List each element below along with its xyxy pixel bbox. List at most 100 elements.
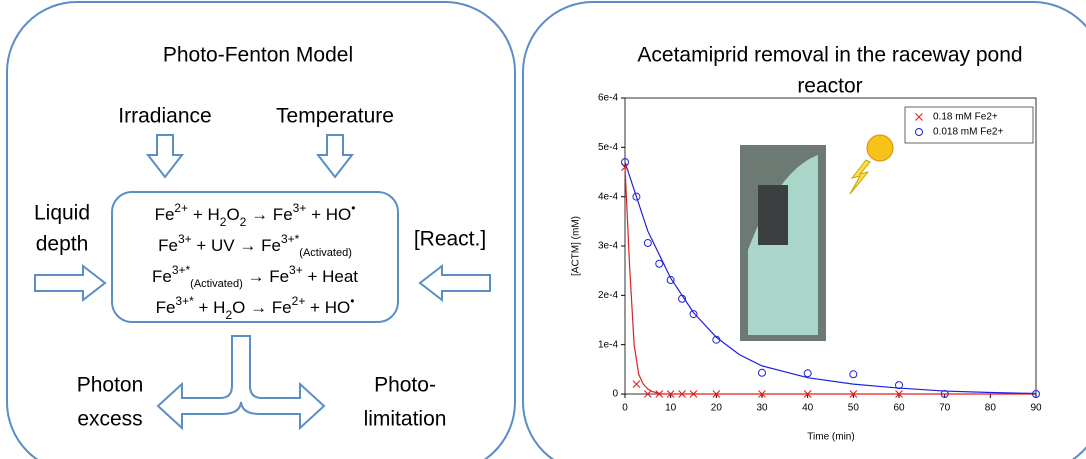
equation-text: + UV → Fe [192,236,281,255]
marker [632,380,641,389]
arrow-right [34,263,107,303]
equation-text: → Fe [243,267,289,286]
marker [803,390,812,398]
equation: Fe3+* + H2O → Fe2+ + HO• [156,294,355,322]
equation: Fe3+*(Activated) → Fe3+ + Heat [152,263,358,290]
input-label: [React.] [414,228,486,251]
equation-sup: • [350,294,354,308]
right-panel [522,1,1086,459]
marker [655,259,664,268]
y-tick-label: 3e-4 [598,241,618,252]
panels [6,1,1086,459]
output-label: Photo- [374,374,436,397]
chart-title: Acetamiprid removal in the raceway pond [637,44,1022,67]
sun [866,134,894,162]
fit-line [624,161,1037,395]
arrow-down [145,134,185,179]
equation-text: Fe [155,205,175,224]
marker [621,158,629,167]
x-axis-label: Time (min) [807,432,854,443]
y-axis-label: [ACTM] (mM) [571,216,582,276]
equation-text: + H [194,298,226,317]
equation-sub: (Activated) [299,247,352,259]
left-panel [6,1,516,459]
x-tick-label: 10 [665,403,677,414]
equation: Fe2+ + H2O2 → Fe3+ + HO• [155,201,356,229]
legend-box [904,106,1034,144]
marker [915,128,923,136]
photo-paddle [758,185,788,245]
x-tick-label: 80 [985,403,997,414]
equation-sup: 3+ [293,201,307,215]
equation-text: O → Fe [232,298,292,317]
marker [632,192,641,201]
marker [895,381,903,390]
marker [849,390,858,398]
y-tick-label: 5e-4 [598,142,618,153]
marker [803,369,812,378]
marker [712,390,721,398]
marker [666,276,675,285]
equation-text: + H [188,205,220,224]
output-label: limitation [364,408,447,431]
x-tick-label: 70 [939,403,951,414]
marker [666,390,675,398]
equation-sub: 2 [225,308,232,322]
x-tick-label: 90 [1030,403,1042,414]
equation-sup: 3+* [175,294,194,308]
marker [712,335,721,344]
equation-sub: (Activated) [190,278,243,290]
marker [849,370,858,379]
x-tick-label: 50 [848,403,860,414]
input-label: Temperature [276,105,394,128]
legend-label: 0.18 mM Fe2+ [933,112,998,123]
sun-icon [849,134,894,195]
equation-sup: 3+* [281,232,300,246]
legend-label: 0.018 mM Fe2+ [933,127,1003,138]
equation-text: → Fe [246,205,292,224]
y-tick-label: 2e-4 [598,290,618,301]
chart-title: reactor [797,75,862,98]
equation-text: + HO [306,205,351,224]
lightning [849,159,871,195]
marker [1032,390,1040,398]
diagram-title: Photo-Fenton Model [163,44,353,67]
reactor-photo [740,145,826,341]
x-tick-label: 40 [802,403,814,414]
marker [643,390,652,398]
y-tick-label: 1e-4 [598,339,618,350]
marker [678,294,687,303]
arrow-left [418,263,491,303]
marker [895,390,903,398]
fit-line [624,167,1036,395]
output-label: excess [77,408,142,431]
equation-sub: 2 [220,215,227,229]
equation-text: + HO [305,298,350,317]
marker [940,390,949,398]
equation: Fe3+ + UV → Fe3+*(Activated) [158,232,352,259]
marker [655,390,664,398]
input-label: depth [36,233,89,256]
x-tick-label: 0 [622,403,628,414]
marker [758,368,766,377]
model-box [111,191,399,323]
y-tick-label: 6e-4 [598,93,618,104]
equation-sup: • [351,201,355,215]
equation-sub: 2 [240,215,247,229]
x-tick-label: 30 [756,403,768,414]
equation-sup: 2+ [292,294,306,308]
equation-text: Fe [156,298,176,317]
equation-text: Fe [158,236,178,255]
x-tick-label: 20 [711,403,723,414]
equation-text: Fe [152,267,172,286]
input-label: Irradiance [118,105,211,128]
marker [689,310,698,319]
marker [678,390,686,398]
input-label: Liquid [34,202,90,225]
marker [915,113,923,121]
equation-sup: 3+ [289,263,303,277]
x-tick-label: 60 [893,403,905,414]
arrow-down [315,134,355,179]
